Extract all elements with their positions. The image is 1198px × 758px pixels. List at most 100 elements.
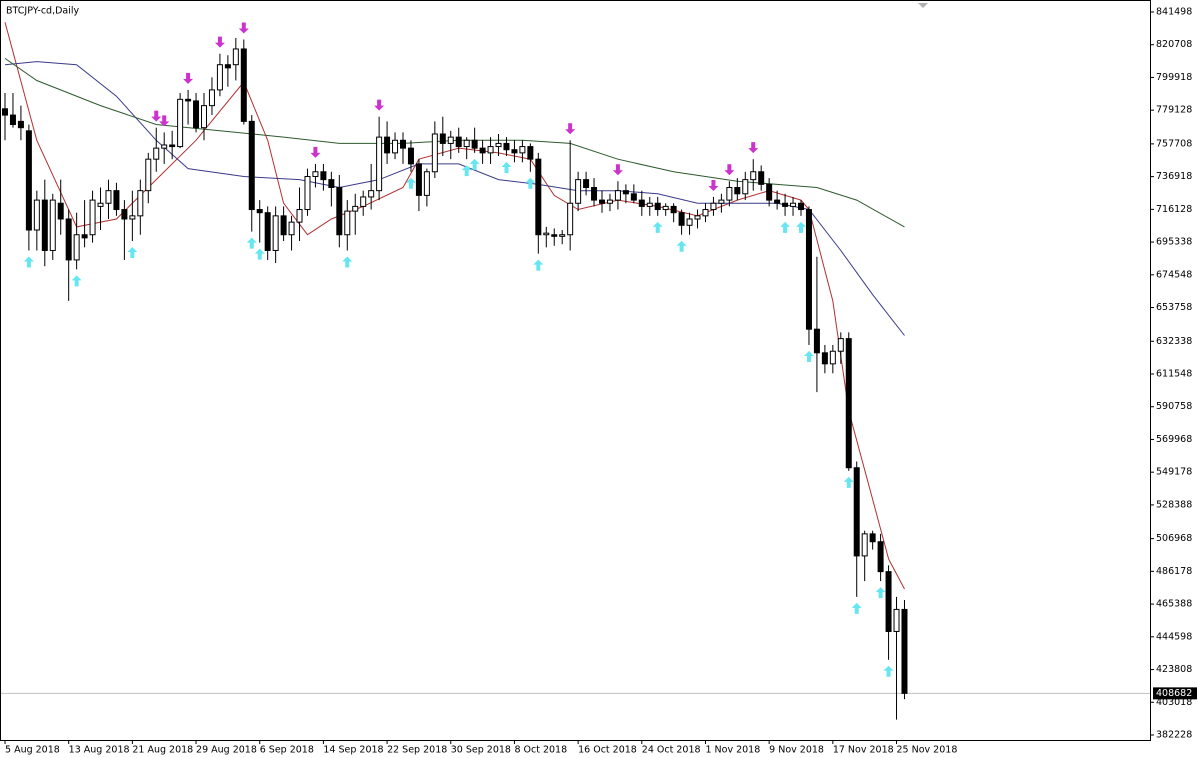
x-tick-label: 30 Sep 2018 xyxy=(451,745,511,756)
candle-body xyxy=(559,234,566,237)
candle-body xyxy=(710,202,717,211)
candle-body xyxy=(893,608,900,632)
candle-body xyxy=(145,158,152,192)
candle-body xyxy=(782,202,789,207)
candle-body xyxy=(65,218,72,261)
buy-arrow xyxy=(23,256,34,268)
candle-body xyxy=(455,136,462,148)
candle-body xyxy=(798,202,804,211)
y-tick-label: 569968 xyxy=(1156,434,1192,445)
y-tick-label: 799918 xyxy=(1156,72,1192,83)
candle-body xyxy=(392,139,399,154)
candle-body xyxy=(479,147,486,154)
candle-body xyxy=(694,215,701,220)
candle-body xyxy=(296,209,303,223)
buy-arrow xyxy=(652,221,663,233)
candle-body xyxy=(718,199,725,204)
y-tick-label: 632338 xyxy=(1156,336,1192,347)
buy-arrow xyxy=(803,350,814,362)
y-tick-label: 757708 xyxy=(1156,138,1192,149)
candle-body xyxy=(161,144,168,149)
candle-body xyxy=(742,179,749,195)
candle-body xyxy=(599,199,605,204)
y-tick-label: 403018 xyxy=(1156,697,1192,708)
candle-body xyxy=(535,158,542,236)
x-tick-label: 13 Aug 2018 xyxy=(69,745,130,756)
candle-body xyxy=(336,187,343,236)
x-tick-label: 6 Sep 2018 xyxy=(260,745,314,756)
candle-body xyxy=(415,163,422,196)
candle-body xyxy=(686,218,693,226)
y-tick-label: 590758 xyxy=(1156,401,1192,412)
candle-body xyxy=(471,139,478,149)
candle-body xyxy=(185,98,192,102)
y-tick-label: 841498 xyxy=(1156,6,1192,17)
x-tick-label: 16 Oct 2018 xyxy=(578,745,637,756)
candle-body xyxy=(25,130,32,231)
candle-body xyxy=(551,234,558,237)
candle-body xyxy=(901,608,908,694)
candle-body xyxy=(272,215,279,251)
x-tick-label: 29 Aug 2018 xyxy=(196,745,257,756)
x-tick-label: 5 Aug 2018 xyxy=(5,745,60,756)
candle-body xyxy=(264,212,271,251)
y-tick-label: 444598 xyxy=(1156,631,1192,642)
buy-arrow xyxy=(246,237,257,249)
x-tick-label: 22 Sep 2018 xyxy=(387,745,447,756)
buy-arrow xyxy=(843,476,854,488)
buy-arrow xyxy=(501,162,512,174)
candle-body xyxy=(57,202,64,220)
candle-body xyxy=(638,199,645,207)
candle-body xyxy=(368,190,375,198)
candle-body xyxy=(622,190,629,195)
candle-body xyxy=(774,199,781,204)
candle-body xyxy=(885,571,892,632)
y-tick-label: 549178 xyxy=(1156,467,1192,478)
y-tick-label: 465388 xyxy=(1156,599,1192,610)
buy-arrow xyxy=(461,165,472,177)
candle-body xyxy=(81,234,88,239)
candle-body xyxy=(702,209,709,217)
y-tick-label: 779128 xyxy=(1156,105,1192,116)
sell-arrow xyxy=(310,146,321,158)
candle-body xyxy=(328,179,335,189)
sell-arrow xyxy=(374,99,385,111)
candle-body xyxy=(813,328,820,354)
candle-body xyxy=(877,541,884,573)
buy-arrow xyxy=(127,247,138,259)
candle-body xyxy=(837,338,844,352)
y-tick-label: 674548 xyxy=(1156,269,1192,280)
candle-body xyxy=(678,212,685,226)
buy-arrow xyxy=(796,221,806,233)
candle-body xyxy=(320,171,327,181)
x-tick-label: 9 Nov 2018 xyxy=(769,745,824,756)
candle-body xyxy=(312,171,319,177)
x-tick-label: 21 Aug 2018 xyxy=(132,745,193,756)
candle-body xyxy=(734,187,741,195)
x-tick-label: 17 Nov 2018 xyxy=(833,745,894,756)
y-tick-label: 611548 xyxy=(1156,368,1192,379)
candle-body xyxy=(352,205,359,212)
buy-arrow xyxy=(254,248,265,260)
candle-body xyxy=(750,171,757,181)
candle-body xyxy=(113,190,120,211)
candle-body xyxy=(208,89,215,107)
candle-body xyxy=(447,136,454,144)
candle-body xyxy=(169,144,176,148)
candle-body xyxy=(129,215,136,220)
y-tick-label: 716128 xyxy=(1156,204,1192,215)
candle-body xyxy=(33,199,40,231)
candle-body xyxy=(511,149,518,154)
candle-body xyxy=(431,133,438,173)
candle-body xyxy=(423,171,430,196)
candle-body xyxy=(344,210,351,236)
y-tick-label: 528388 xyxy=(1156,499,1192,510)
candle-body xyxy=(240,48,247,122)
candle-body xyxy=(790,202,797,207)
x-tick-label: 1 Nov 2018 xyxy=(705,745,760,756)
chart-title: BTCJPY-cd,Daily xyxy=(6,6,80,17)
y-tick-label: 506968 xyxy=(1156,533,1192,544)
candle-body xyxy=(177,98,184,148)
